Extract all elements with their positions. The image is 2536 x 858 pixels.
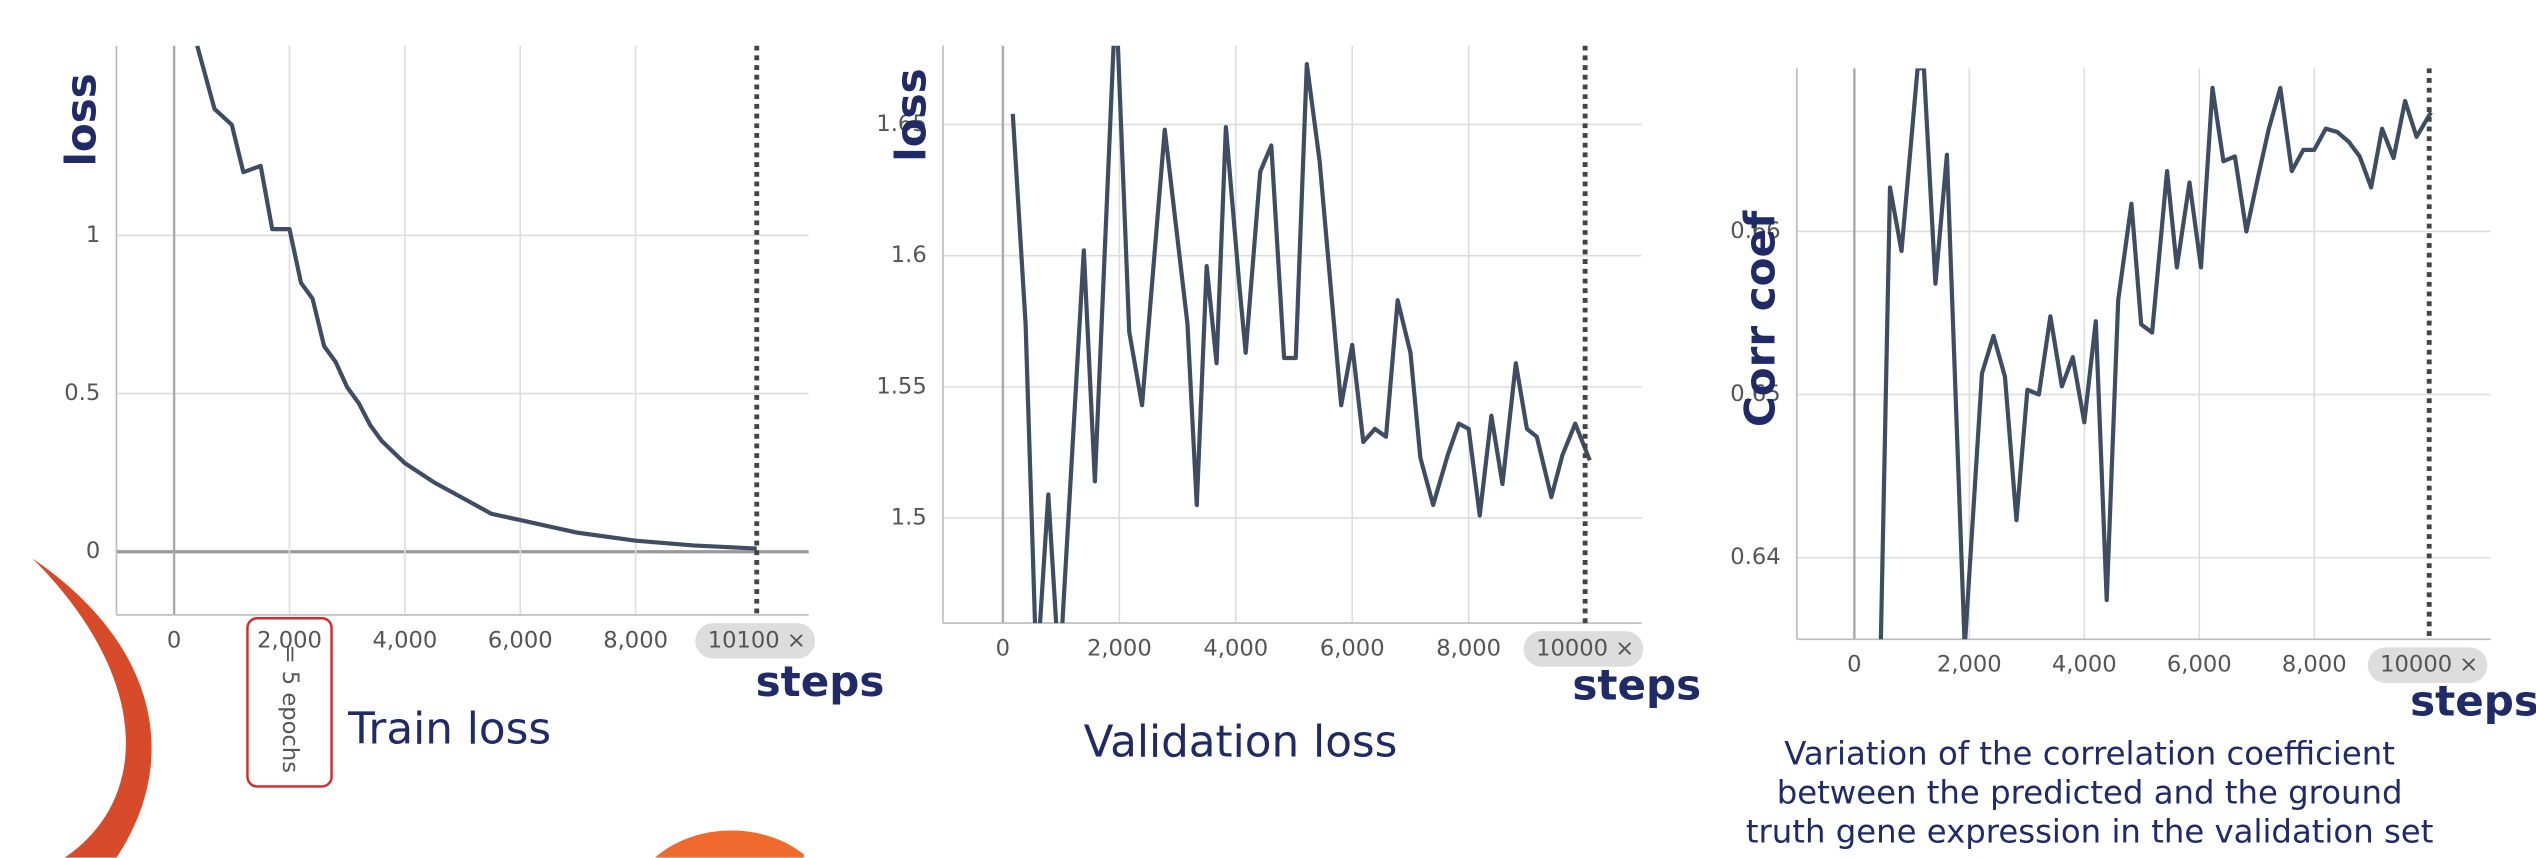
x-tick-label: 8,000 <box>603 627 668 653</box>
x-tick-label: 6,000 <box>2167 652 2232 678</box>
y-axis-label: loss <box>57 73 106 166</box>
x-tick-label: 2,000 <box>1087 635 1152 661</box>
caption-line: between the predicted and the ground <box>1777 774 2403 812</box>
slide: 0 0.5 1 0 2,000 4,000 6,000 8,000 10100 × loss ste… <box>0 0 2536 858</box>
y-tick-label: 1.55 <box>876 373 926 399</box>
y-tick-label: 1.5 <box>891 505 927 531</box>
caption-line: Variation of the correlation coefficient <box>1784 735 2395 773</box>
x-axis-label: steps <box>756 657 885 706</box>
x-axis-label: steps <box>2410 676 2536 725</box>
y-tick-label: 0 <box>86 538 100 564</box>
x-tick-label: 8,000 <box>1436 635 1501 661</box>
cursor-label: 10100 × <box>708 627 806 653</box>
caption: Train loss <box>347 703 551 754</box>
x-tick-label: 0 <box>996 635 1010 661</box>
x-tick-label: 0 <box>1847 652 1861 678</box>
x-tick-label: 4,000 <box>2052 652 2117 678</box>
x-tick-label: 4,000 <box>372 627 437 653</box>
x-axis-label: steps <box>1572 660 1701 709</box>
x-tick-label: 2,000 <box>1937 652 2002 678</box>
cursor-label: 10000 × <box>2380 652 2478 678</box>
page: {"chart_data":[ {"type":"line","y_label"… <box>0 0 2536 858</box>
y-axis-label: loss <box>886 68 935 161</box>
x-tick-label: 6,000 <box>488 627 553 653</box>
y-tick-label: 0.64 <box>1730 544 1780 570</box>
x-tick-label: 6,000 <box>1320 635 1385 661</box>
x-tick-label: 4,000 <box>1203 635 1268 661</box>
y-tick-label: 0.5 <box>64 380 100 406</box>
caption-line: truth gene expression in the validation … <box>1746 812 2434 850</box>
cursor-label: 10000 × <box>1536 635 1634 661</box>
decor-arc <box>32 558 151 857</box>
y-axis-label: Corr coef <box>1735 210 1784 427</box>
decor-arc <box>655 830 804 857</box>
data-line <box>197 46 757 549</box>
x-tick-label: 8,000 <box>2282 652 2347 678</box>
y-tick-label: 1.6 <box>891 242 927 268</box>
data-line <box>1013 0 1590 676</box>
data-line <box>1880 68 2431 672</box>
x-tick-label: 0 <box>167 627 181 653</box>
y-tick-label: 1 <box>86 222 100 248</box>
annotation: = 5 epochs <box>277 645 303 773</box>
caption: Validation loss <box>1084 716 1398 767</box>
